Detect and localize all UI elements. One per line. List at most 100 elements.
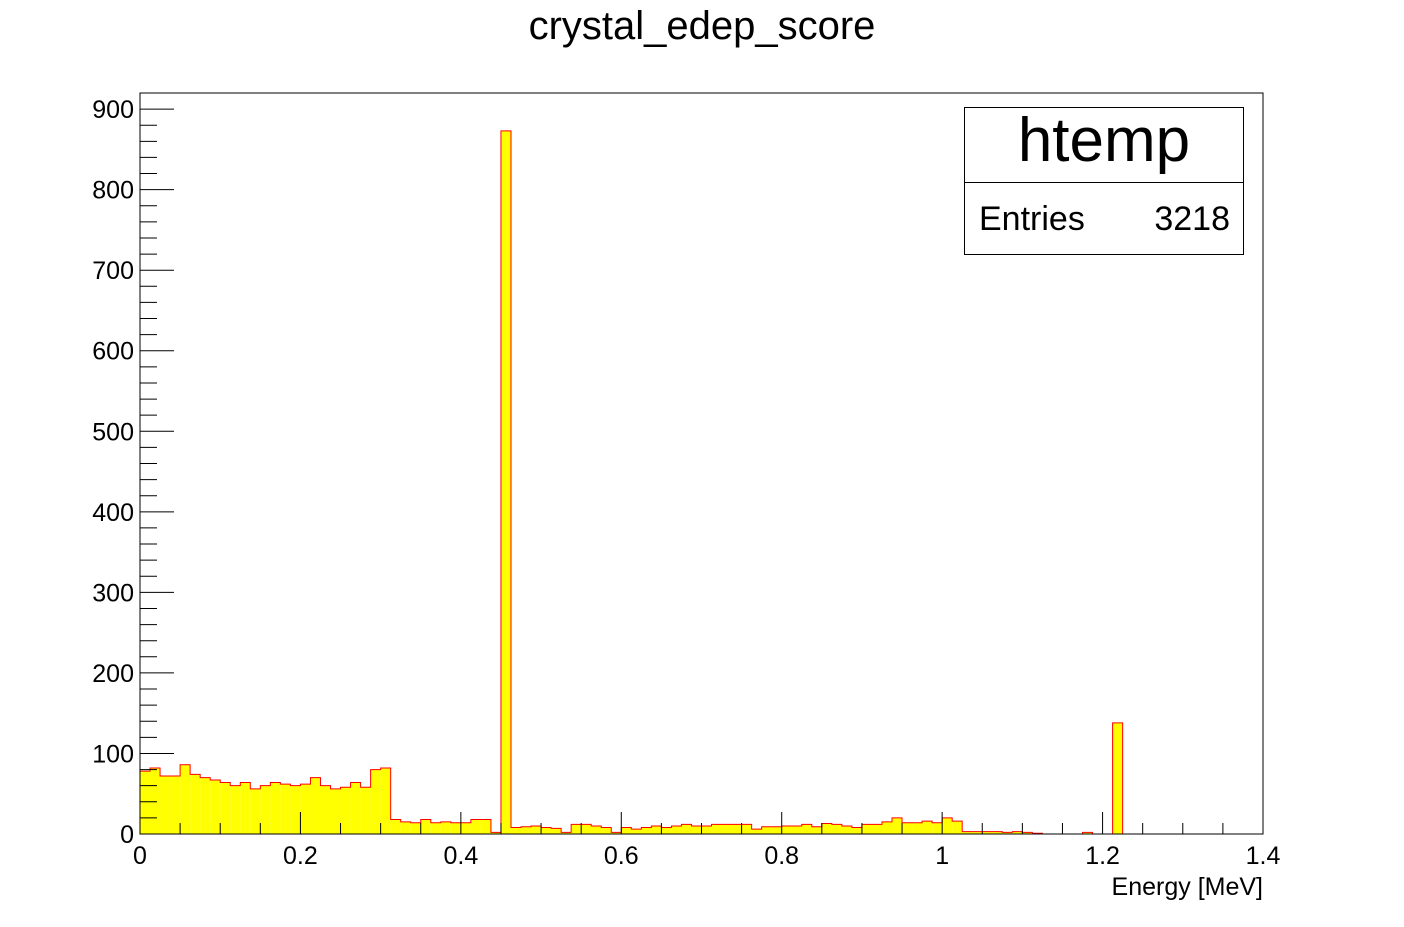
x-tick-label: 1.4 [1246, 842, 1281, 870]
histogram-bar [571, 824, 582, 834]
x-tick-label: 0.6 [604, 842, 639, 870]
histogram-bar [1012, 831, 1023, 834]
x-tick-label: 0.8 [764, 842, 799, 870]
histogram-bar [751, 829, 762, 834]
histogram-bar [892, 817, 903, 834]
y-tick-label: 500 [92, 418, 134, 446]
histogram-bar [952, 821, 963, 834]
histogram-bar [1082, 832, 1093, 834]
y-tick-label: 800 [92, 177, 134, 205]
histogram-bar [781, 825, 792, 834]
histogram-bar [972, 831, 983, 834]
y-tick-label: 900 [92, 96, 134, 124]
histogram-bar [731, 824, 742, 834]
histogram-bar [370, 769, 381, 834]
chart-title: crystal_edep_score [528, 4, 876, 48]
histogram-bar [310, 777, 321, 834]
histogram-bar [621, 827, 632, 834]
x-tick-label: 1.2 [1085, 842, 1120, 870]
x-tick-label: 1 [935, 842, 949, 870]
histogram-bar [821, 823, 832, 834]
histogram-bar [170, 776, 181, 834]
histogram-bar [962, 831, 973, 834]
histogram-bar [440, 821, 451, 834]
y-tick-label: 300 [92, 579, 134, 607]
stats-box: htemp Entries 3218 [964, 107, 1244, 255]
histogram-bar [320, 785, 331, 834]
y-tick-label: 200 [92, 660, 134, 688]
y-tick-label: 100 [92, 740, 134, 768]
histogram-bar [561, 832, 572, 834]
histogram-bar [420, 819, 431, 834]
histogram-bar [912, 822, 923, 834]
histogram-bar [1112, 722, 1123, 834]
histogram-bar [681, 824, 692, 834]
histogram-bar [150, 767, 161, 834]
x-axis-label: Energy [MeV] [1112, 873, 1263, 901]
histogram-bar [871, 824, 882, 834]
y-tick-label: 700 [92, 257, 134, 285]
histogram-bar [531, 825, 542, 834]
histogram-bar [601, 827, 612, 834]
histogram-bar [400, 821, 411, 834]
histogram-bar [160, 776, 171, 834]
histogram-bar [541, 827, 552, 834]
histogram-bar [1002, 832, 1013, 834]
histogram-bar [791, 825, 802, 834]
histogram-bar [250, 788, 261, 834]
histogram-bar [240, 782, 251, 834]
histogram-bar [591, 825, 602, 834]
histogram-bar [801, 824, 812, 834]
histogram-bar [460, 822, 471, 834]
y-tick-label: 0 [120, 821, 134, 849]
histogram-bar [551, 828, 562, 834]
histogram-bar [721, 824, 732, 834]
histogram-bar [410, 822, 421, 834]
stats-entries-label: Entries [979, 200, 1085, 238]
histogram-bar [180, 764, 191, 834]
histogram-bar [711, 824, 722, 834]
histogram-bar [521, 826, 532, 834]
histogram-bar [450, 822, 461, 834]
tick-labels: 0 100 200 300 400 500 600 700 800 900 0 0.2 0.4 0.6 0.… [92, 96, 1280, 870]
histogram-bar [220, 782, 231, 834]
histogram-bar [861, 824, 872, 834]
histogram-bar [1022, 832, 1033, 834]
histogram-bar [881, 821, 893, 834]
histogram-bar [811, 826, 822, 834]
y-tick-label: 400 [92, 499, 134, 527]
histogram-bar [661, 827, 672, 834]
histogram-bar [330, 788, 341, 834]
histogram-bar [851, 827, 862, 834]
histogram-bar [490, 832, 501, 834]
histogram-bar [390, 819, 401, 834]
histogram-bar [480, 819, 491, 834]
histogram-bar [500, 130, 511, 834]
histogram-bar [641, 827, 652, 834]
x-tick-label: 0.2 [283, 842, 318, 870]
histogram-bar [380, 767, 391, 834]
histogram-bar [651, 825, 662, 834]
histogram-bar [831, 824, 842, 834]
histogram-bar [902, 822, 913, 834]
histogram-bar [430, 822, 441, 834]
histogram-bar [260, 785, 271, 834]
histogram-bar [671, 825, 682, 834]
axes [139, 92, 1264, 835]
histogram-bar [470, 819, 481, 834]
x-tick-label: 0 [133, 842, 147, 870]
y-tick-label: 600 [92, 338, 134, 366]
histogram-bar [350, 782, 361, 834]
histogram-bar [982, 831, 993, 834]
histogram-bar [290, 785, 301, 834]
histogram-bar [922, 821, 933, 834]
histogram-bar [771, 826, 782, 834]
histogram-bar [340, 787, 351, 834]
histogram-bar [841, 825, 852, 834]
histogram-bars [139, 130, 1263, 835]
histogram-bar [631, 829, 642, 834]
histogram-bar [932, 822, 943, 834]
stats-entries-row: Entries 3218 [965, 183, 1243, 256]
histogram-bar [200, 777, 211, 834]
